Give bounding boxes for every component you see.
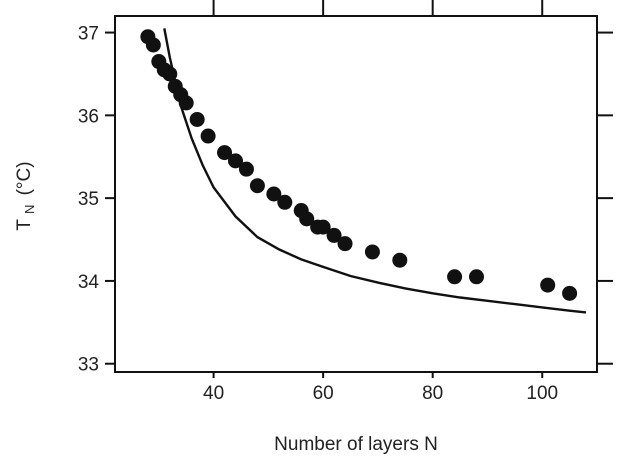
x-tick-label: 60 [313,383,334,404]
data-point [447,269,463,285]
y-axis-title-unit: (°C) [14,161,35,195]
data-point [469,269,484,285]
data-point [145,37,161,53]
data-point [217,145,233,161]
data-point [228,153,243,169]
data-point [562,285,578,301]
x-tick-label: 80 [422,383,443,404]
data-point [200,128,216,144]
y-tick-label: 37 [78,24,99,45]
x-tick-label: 100 [526,383,558,404]
y-tick-label: 33 [78,355,99,376]
data-point [337,236,353,252]
data-point [189,111,205,127]
data-point [266,186,282,202]
ticks [105,0,613,378]
data-point [326,227,342,243]
data-points [140,29,578,301]
tick-labels: 40 60 80 100 33 34 35 36 37 [78,24,558,404]
plot-frame [114,15,598,373]
data-point [315,219,331,235]
y-tick-label: 35 [78,189,99,210]
x-tick-label: 40 [203,383,224,404]
y-axis-title-sub: N [22,205,37,214]
data-point [162,66,178,82]
data-point [364,244,380,260]
svg-text:T N (°C): T N (°C) [14,161,39,230]
y-axis-title: T N (°C) [14,161,39,230]
data-point [178,95,194,111]
data-point [299,211,315,227]
data-point [238,161,254,177]
fit-curve [163,28,587,314]
data-point [277,194,293,210]
y-tick-label: 36 [78,106,99,127]
y-tick-label: 34 [78,272,100,293]
x-axis-title: Number of layers N [274,434,438,455]
data-point [249,178,265,194]
y-axis-title-main: T [14,219,35,231]
data-point [392,252,408,268]
data-point [540,277,556,293]
